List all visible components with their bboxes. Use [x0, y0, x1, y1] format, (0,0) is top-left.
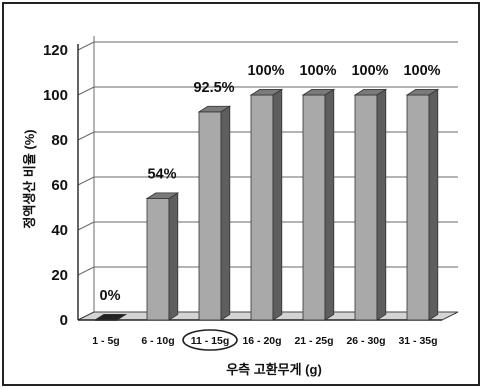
y-tick-label: 100: [43, 87, 68, 104]
y-tick-label: 20: [51, 267, 68, 284]
gridline-join: [77, 131, 95, 141]
bar-top: [405, 89, 440, 96]
bar-top: [301, 89, 336, 96]
bar-top: [353, 89, 388, 96]
x-tick-label: 31 - 35g: [398, 335, 437, 347]
y-tick-label: 120: [43, 42, 68, 59]
bar-front: [406, 94, 430, 321]
bar-top: [145, 192, 180, 199]
bar-front: [302, 94, 326, 321]
bar: [405, 88, 440, 321]
data-label: 100%: [299, 63, 336, 79]
data-label: 100%: [247, 63, 284, 79]
bar-top: [197, 105, 232, 113]
x-tick-label: 26 - 30g: [346, 335, 385, 347]
x-tick-label: 11 - 15g: [191, 335, 230, 347]
y-tick-label: 60: [51, 177, 68, 194]
bar-chart: 0 20 40 60 80 100 120 0% 1 - 5g 54% 6 - 10g 92.5% 11…: [22, 36, 459, 377]
gridline-join: [77, 176, 95, 186]
bar-side: [376, 88, 387, 321]
x-axis-label: 우측 고환무게 (g): [226, 362, 322, 377]
x-tick-label: 6 - 10g: [141, 335, 174, 347]
labels-layer: 0 20 40 60 80 100 120 0% 1 - 5g 54% 6 - 10g 92.5% 11…: [43, 42, 441, 351]
x-tick-label: 16 - 20g: [242, 335, 281, 347]
data-label: 100%: [351, 63, 388, 79]
y-tick-label: 80: [51, 132, 68, 149]
bar-top: [249, 89, 284, 96]
bar: [93, 313, 128, 321]
bar-front: [146, 198, 170, 321]
bar-front: [250, 94, 274, 321]
bar: [353, 88, 388, 321]
gridline-join: [77, 41, 95, 51]
data-label: 54%: [147, 167, 176, 183]
bar-front: [354, 94, 378, 321]
bar-top: [93, 313, 128, 321]
chart-frame: 0 20 40 60 80 100 120 0% 1 - 5g 54% 6 - 10g 92.5% 11…: [2, 2, 480, 386]
bar-side: [168, 192, 179, 321]
gridline-join: [77, 266, 95, 276]
data-label: 0%: [100, 288, 121, 304]
gridline-join: [77, 221, 95, 231]
y-axis-label: 정액생산 비율 (%): [22, 129, 37, 228]
y-tick-label: 40: [51, 222, 68, 239]
data-label: 92.5%: [193, 80, 234, 96]
bar: [197, 105, 232, 321]
x-tick-label: 21 - 25g: [294, 335, 333, 347]
bar-front: [198, 111, 222, 321]
bars-layer: [93, 88, 440, 321]
bar-side: [324, 88, 335, 321]
y-tick-label: 0: [60, 312, 68, 329]
bar: [301, 88, 336, 321]
bar: [145, 192, 180, 321]
bar-side: [272, 88, 283, 321]
bar: [249, 88, 284, 321]
x-tick-label: 1 - 5g: [92, 335, 119, 347]
data-label: 100%: [403, 63, 440, 79]
highlight-circle: [182, 329, 238, 351]
bar-side: [220, 105, 231, 321]
gridline-join: [77, 86, 95, 96]
bar-side: [428, 88, 439, 321]
